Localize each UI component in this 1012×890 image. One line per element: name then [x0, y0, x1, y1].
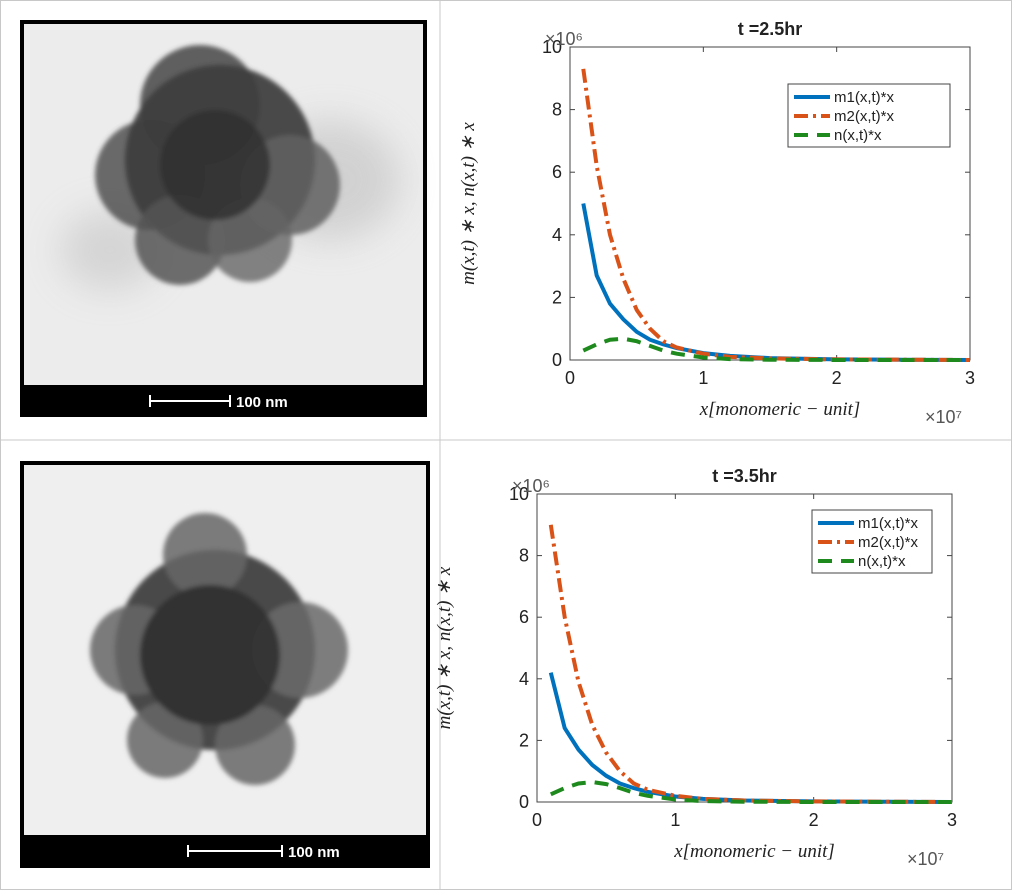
x-tick-label: 2: [832, 368, 842, 388]
legend-label: n(x,t)*x: [834, 127, 882, 144]
legend-label: n(x,t)*x: [858, 553, 906, 570]
y-multiplier: ×10⁶: [512, 476, 550, 496]
micrograph: 100 nm: [20, 20, 427, 417]
chart-title: t =2.5hr: [738, 19, 803, 39]
y-axis-label: m(x,t) ∗ x, n(x,t) ∗ x: [434, 566, 455, 729]
x-tick-label: 1: [698, 368, 708, 388]
series-line: [548, 524, 953, 804]
scale-bar-label: 100 nm: [288, 844, 340, 861]
x-tick-label: 3: [947, 810, 957, 830]
legend-label: m2(x,t)*x: [858, 534, 919, 551]
y-tick-label: 2: [519, 730, 529, 750]
x-tick-label: 3: [965, 368, 975, 388]
y-tick-label: 4: [552, 225, 562, 245]
legend-label: m2(x,t)*x: [834, 108, 895, 125]
x-multiplier: ×10⁷: [925, 407, 962, 427]
x-tick-label: 2: [809, 810, 819, 830]
x-axis-label: x[monomeric − unit]: [699, 399, 861, 420]
micrograph: 100 nm: [20, 461, 430, 868]
y-tick-label: 0: [519, 792, 529, 812]
y-tick-label: 6: [552, 162, 562, 182]
y-tick-label: 8: [519, 546, 529, 566]
series-line: [549, 779, 952, 804]
y-axis-label: m(x,t) ∗ x, n(x,t) ∗ x: [458, 122, 479, 285]
x-axis-label: x[monomeric − unit]: [673, 841, 835, 862]
x-tick-label: 0: [532, 810, 542, 830]
y-tick-label: 2: [552, 287, 562, 307]
chart-title: t =3.5hr: [712, 466, 777, 486]
x-tick-label: 1: [670, 810, 680, 830]
y-tick-label: 10: [542, 37, 562, 57]
y-tick-label: 0: [552, 350, 562, 370]
scale-bar-label: 100 nm: [236, 394, 288, 411]
y-multiplier: ×10⁶: [545, 29, 583, 49]
y-tick-label: 10: [509, 484, 529, 504]
series-line: [581, 68, 971, 362]
legend-label: m1(x,t)*x: [858, 515, 919, 532]
legend-label: m1(x,t)*x: [834, 89, 895, 106]
x-tick-label: 0: [565, 368, 575, 388]
x-multiplier: ×10⁷: [907, 849, 944, 869]
y-tick-label: 6: [519, 607, 529, 627]
y-tick-label: 4: [519, 669, 529, 689]
series-line: [582, 336, 970, 362]
y-tick-label: 8: [552, 100, 562, 120]
